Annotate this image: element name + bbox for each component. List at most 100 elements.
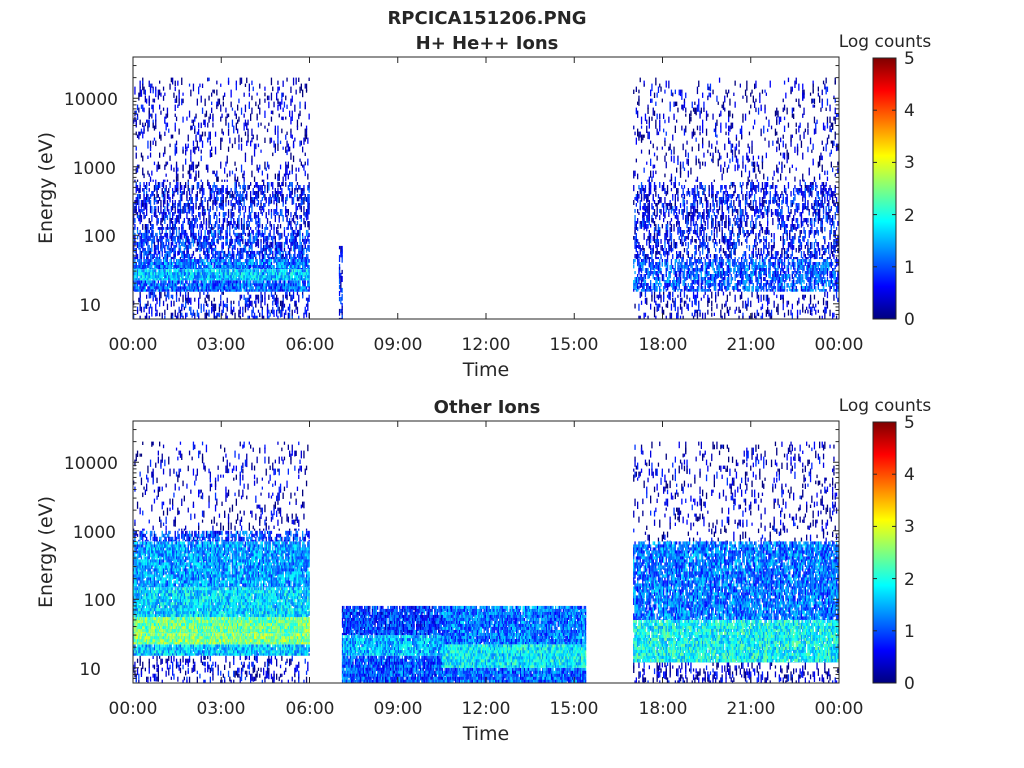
spectrogram-cell	[218, 286, 221, 290]
spectrogram-cell	[287, 283, 289, 290]
spectrogram-cell	[730, 277, 732, 285]
spectrogram-cell	[279, 244, 282, 251]
spectrogram-cell	[294, 188, 296, 195]
spectrogram-cell	[195, 113, 197, 119]
spectrogram-cell	[244, 275, 247, 280]
spectrogram-cell	[221, 275, 223, 281]
spectrogram-cell	[276, 294, 278, 299]
spectrogram-cell	[238, 116, 240, 122]
spectrogram-cell	[208, 253, 210, 260]
spectrogram-cell	[185, 300, 187, 309]
spectrogram-cell	[304, 194, 306, 200]
spectrogram-cell	[285, 116, 287, 120]
spectrogram-cell	[263, 269, 265, 274]
spectrogram-cell	[285, 278, 287, 281]
spectrogram-cell	[257, 194, 260, 199]
spectrogram-cell	[224, 179, 226, 182]
spectrogram-cell	[282, 92, 284, 97]
spectrogram-cell	[828, 265, 830, 271]
spectrogram-cell	[644, 274, 647, 280]
spectrogram-cell	[191, 280, 193, 286]
spectrogram-cell	[279, 247, 282, 251]
spectrogram-cell	[138, 265, 140, 270]
spectrogram-cell	[169, 221, 171, 227]
spectrogram-cell	[298, 259, 300, 265]
spectrogram-cell	[265, 283, 267, 289]
spectrogram-cell	[750, 271, 752, 278]
spectrogram-cell	[187, 182, 189, 186]
spectrogram-cell	[172, 227, 174, 230]
spectrogram-cell	[183, 241, 185, 248]
spectrogram-cell	[817, 286, 819, 290]
spectrogram-cell	[248, 278, 250, 281]
spectrogram-cell	[821, 289, 823, 292]
spectrogram-cell	[681, 265, 683, 269]
spectrogram-cell	[757, 312, 760, 317]
spectrogram-cell	[222, 300, 224, 307]
spectrogram-cell	[239, 262, 241, 266]
spectrogram-cell	[279, 286, 282, 290]
spectrogram-cell	[289, 291, 291, 297]
spectrogram-cell	[774, 259, 777, 267]
spectrogram-cell	[637, 262, 639, 267]
spectrogram-cell	[218, 275, 221, 279]
spectrogram-cell	[178, 262, 180, 270]
spectrogram-cell	[268, 278, 270, 281]
spectrogram-cell	[278, 268, 280, 270]
spectrogram-cell	[678, 283, 680, 288]
spectrogram-cell	[224, 275, 226, 281]
spectrogram-cell	[191, 209, 193, 217]
spectrogram-cell	[819, 274, 821, 278]
spectrogram-cell	[807, 274, 809, 279]
spectrogram-cell	[292, 283, 295, 290]
spectrogram-cell	[276, 278, 278, 281]
spectrogram-cell	[274, 275, 276, 280]
spectrogram-cell	[149, 286, 152, 292]
spectrogram-cell	[144, 185, 146, 189]
spectrogram-cell	[160, 265, 162, 270]
spectrogram-cell	[648, 271, 650, 279]
spectrogram-cell	[253, 176, 256, 182]
spectrogram-cell	[143, 269, 145, 276]
spectrogram-cell	[747, 277, 749, 281]
spectrogram-cell	[700, 297, 702, 301]
spectrogram-cell	[296, 232, 299, 237]
spectrogram-cell	[642, 259, 644, 265]
spectrogram-cell	[263, 182, 265, 186]
spectrogram-cell	[235, 259, 237, 265]
spectrogram-cell	[165, 275, 167, 279]
spectrogram-cell	[300, 194, 302, 202]
spectrogram-cell	[220, 104, 222, 112]
spectrogram-cell	[746, 262, 748, 266]
spectrogram-cell	[156, 215, 158, 219]
spectrogram-cell	[276, 250, 278, 256]
spectrogram-cell	[720, 271, 722, 279]
spectrogram-cell	[295, 278, 297, 281]
spectrogram-cell	[265, 215, 267, 219]
spectrogram-cell	[243, 170, 245, 176]
spectrogram-cell	[281, 188, 283, 194]
spectrogram-cell	[172, 235, 174, 240]
spectrogram-cell	[640, 280, 643, 288]
spectrogram-cell	[833, 283, 835, 289]
spectrogram-cell	[299, 203, 301, 210]
spectrogram-cell	[135, 241, 137, 246]
spectrogram-cell	[261, 278, 263, 281]
spectrogram-cell	[270, 241, 273, 248]
spectrogram-cell	[178, 89, 180, 95]
spectrogram-cell	[709, 283, 712, 288]
spectrogram-cell	[147, 235, 149, 240]
spectrogram-cell	[708, 262, 710, 270]
spectrogram-cell	[225, 303, 227, 308]
spectrogram-cell	[259, 268, 261, 270]
spectrogram-cell	[173, 275, 175, 281]
spectrogram-cell	[250, 215, 252, 222]
spectrogram-cell	[192, 215, 195, 221]
spectrogram-cell	[248, 297, 250, 302]
spectrogram-cell	[726, 294, 728, 302]
spectrogram-cell	[731, 262, 734, 267]
spectrogram-cell	[285, 256, 287, 260]
spectrogram-cell	[282, 294, 284, 300]
spectrogram-cell	[175, 283, 178, 288]
spectrogram-cell	[270, 224, 273, 228]
